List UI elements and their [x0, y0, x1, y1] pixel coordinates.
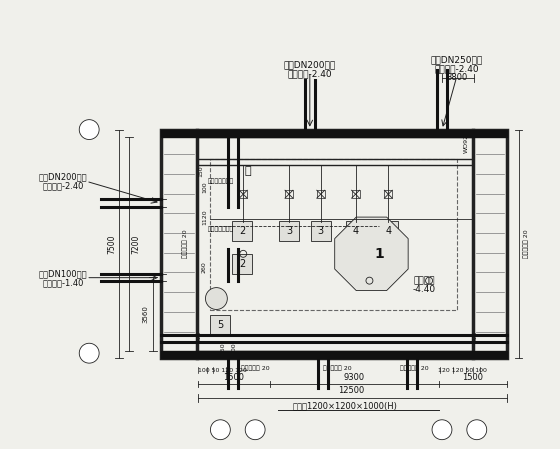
Text: ④: ④ — [473, 425, 481, 435]
Bar — [232, 221, 252, 241]
Text: 150: 150 — [198, 166, 203, 177]
Text: 中心标高-2.40: 中心标高-2.40 — [287, 70, 332, 79]
Text: 921: 921 — [197, 330, 202, 340]
Circle shape — [80, 119, 99, 140]
Text: A: A — [86, 348, 93, 358]
Bar — [379, 221, 398, 241]
Bar — [232, 254, 252, 274]
Text: 套橡胶片数 20: 套橡胶片数 20 — [524, 229, 529, 258]
Text: 1500: 1500 — [463, 373, 483, 382]
Text: ②: ② — [251, 425, 259, 435]
Text: 150: 150 — [220, 343, 225, 354]
Circle shape — [206, 288, 227, 309]
Bar — [346, 221, 366, 241]
Text: 9300: 9300 — [344, 373, 365, 382]
Text: ③: ③ — [438, 425, 446, 435]
Text: 3560: 3560 — [143, 305, 149, 323]
Text: 120 120 50 100: 120 120 50 100 — [438, 368, 487, 373]
Text: 921: 921 — [472, 330, 477, 340]
Text: 7500: 7500 — [108, 234, 116, 254]
Bar — [317, 190, 325, 198]
Text: 260: 260 — [202, 261, 207, 273]
Bar — [211, 159, 457, 310]
Text: 楼室内消防管用: 楼室内消防管用 — [207, 178, 234, 184]
Text: 12500: 12500 — [338, 387, 365, 396]
Text: 中心标高-2.40: 中心标高-2.40 — [43, 182, 84, 191]
Text: 100 50 120 120: 100 50 120 120 — [198, 368, 247, 373]
Text: 套管DN100两根: 套管DN100两根 — [39, 269, 88, 278]
Text: 上: 上 — [245, 166, 251, 176]
Text: ①: ① — [216, 425, 225, 435]
Text: 3800: 3800 — [446, 74, 468, 83]
Text: 中心标高-1.40: 中心标高-1.40 — [43, 278, 84, 287]
Text: 100: 100 — [202, 181, 207, 193]
Bar — [211, 316, 230, 335]
Text: 4: 4 — [385, 226, 391, 236]
Bar — [352, 190, 360, 198]
Circle shape — [80, 343, 99, 363]
Text: 1: 1 — [375, 247, 384, 261]
Circle shape — [467, 420, 487, 440]
Text: 100: 100 — [232, 343, 237, 354]
Text: 5: 5 — [217, 321, 223, 330]
Text: 套橡胶片数 20: 套橡胶片数 20 — [400, 365, 428, 371]
Text: 中心标高-2.40: 中心标高-2.40 — [435, 65, 479, 74]
Text: B: B — [86, 124, 93, 135]
Text: 集水坑1200×1200×1000(H): 集水坑1200×1200×1000(H) — [292, 401, 397, 410]
Text: -4.40: -4.40 — [413, 285, 436, 294]
Text: Q: Q — [213, 294, 220, 303]
Bar — [161, 130, 507, 358]
Text: 消防泵房: 消防泵房 — [413, 276, 435, 285]
Bar — [285, 190, 293, 198]
Text: 套管DN200两根: 套管DN200两根 — [284, 61, 336, 70]
Polygon shape — [335, 217, 408, 291]
Text: 1500: 1500 — [223, 373, 244, 382]
Text: 套管DN250两根: 套管DN250两根 — [431, 56, 483, 65]
Text: 套橡胶片数 20: 套橡胶片数 20 — [183, 229, 188, 258]
Text: 3: 3 — [286, 226, 292, 236]
Text: WO92: WO92 — [463, 134, 468, 153]
Text: 接室外消防管用: 接室外消防管用 — [207, 226, 234, 232]
Circle shape — [245, 420, 265, 440]
Text: 2: 2 — [239, 259, 245, 269]
Bar — [279, 221, 299, 241]
Text: 1120: 1120 — [202, 209, 207, 225]
Bar — [239, 190, 247, 198]
Circle shape — [211, 420, 230, 440]
Bar — [384, 190, 393, 198]
Text: 套管DN200两根: 套管DN200两根 — [39, 173, 88, 182]
Text: 2: 2 — [239, 226, 245, 236]
Text: 套橡胶片数 20: 套橡胶片数 20 — [241, 365, 269, 371]
Circle shape — [432, 420, 452, 440]
Text: 套橡胶片数 20: 套橡胶片数 20 — [323, 365, 352, 371]
Text: 4: 4 — [352, 226, 358, 236]
Text: 7200: 7200 — [132, 234, 141, 254]
Text: 3: 3 — [318, 226, 324, 236]
Bar — [311, 221, 331, 241]
